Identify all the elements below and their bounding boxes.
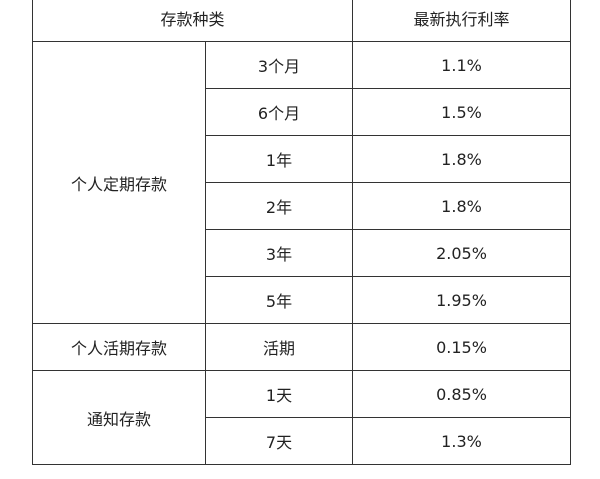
table-row: 5年 1.95% [33, 276, 571, 324]
rate-cell: 0.15% [352, 323, 571, 371]
table-row: 3年 2.05% [33, 229, 571, 277]
rate-cell: 2.05% [352, 229, 571, 277]
term-cell: 1天 [205, 370, 353, 418]
table-row: 个人活期存款 活期 0.15% [32, 323, 571, 371]
term-cell: 活期 [205, 323, 353, 371]
rate-cell: 1.8% [352, 182, 571, 230]
term-cell: 6个月 [205, 88, 353, 136]
group-cell: 个人活期存款 [32, 323, 206, 371]
header-cell: 最新执行利率 [352, 0, 571, 42]
term-cell: 5年 [205, 276, 353, 324]
table-row: 1年 1.8% [33, 135, 571, 183]
rate-cell: 0.85% [352, 370, 571, 418]
term-cell: 1年 [205, 135, 353, 183]
term-cell: 7天 [205, 417, 353, 465]
header-cell: 存款种类 [32, 0, 353, 42]
rate-cell: 1.3% [352, 417, 571, 465]
rate-cell: 1.5% [352, 88, 571, 136]
header-row: 存款种类 最新执行利率 [32, 0, 571, 42]
rate-cell: 1.8% [352, 135, 571, 183]
group-cell: 通知存款 [32, 370, 206, 465]
group-cell: 个人定期存款 [32, 41, 206, 324]
term-cell: 3年 [205, 229, 353, 277]
table-row: 2年 1.8% [33, 182, 571, 230]
term-cell: 3个月 [205, 41, 353, 89]
table-row: 通知存款 1天 0.85% [32, 370, 571, 465]
table-row: 7天 1.3% [33, 417, 571, 465]
table-row: 个人定期存款 3个月 1.1% [32, 41, 571, 324]
rate-cell: 1.1% [352, 41, 571, 89]
rate-table: 存款种类 最新执行利率 个人定期存款 3个月 1.1% 6个月 1.5% 1年 1.8% 2年… [32, 0, 571, 465]
rate-cell: 1.95% [352, 276, 571, 324]
term-cell: 2年 [205, 182, 353, 230]
table-row: 6个月 1.5% [33, 88, 571, 136]
